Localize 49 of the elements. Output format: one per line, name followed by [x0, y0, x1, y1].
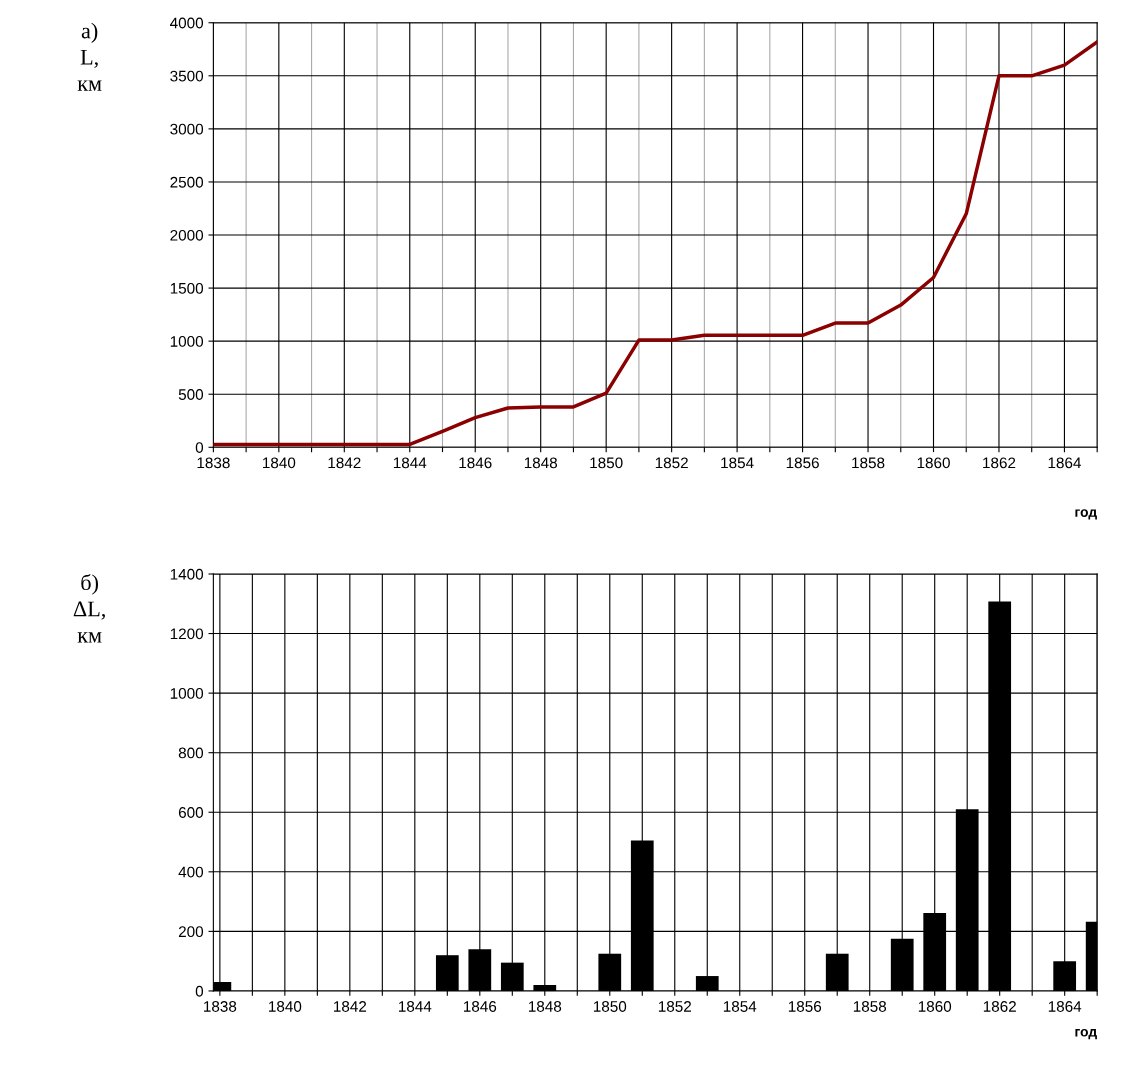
- y-tick-label: 2000: [170, 229, 204, 241]
- y-tick-label: 2500: [170, 176, 204, 188]
- x-tick-label: 1838: [197, 457, 230, 469]
- x-tick-label: 1862: [983, 457, 1016, 469]
- x-tick-label: 1844: [393, 457, 427, 469]
- y-axis-title: б) ΔL, км: [73, 573, 105, 643]
- x-tick-label: 1862: [983, 1001, 1016, 1012]
- x-tick-label: 1844: [399, 1001, 432, 1012]
- x-tick-label: 1852: [655, 457, 688, 469]
- x-tick-label: 1848: [528, 1001, 562, 1012]
- x-tick-label: 1856: [788, 1001, 822, 1012]
- x-tick-label: 1848: [524, 457, 558, 469]
- x-axis-title: год: [1075, 1028, 1097, 1040]
- x-axis-title: год: [1075, 509, 1097, 520]
- x-tick-label: 1860: [918, 1001, 952, 1012]
- y-tick-label: 3500: [170, 70, 204, 82]
- y-tick-label: 500: [178, 389, 204, 400]
- y-tick-label: 0: [195, 442, 204, 453]
- x-tick-label: 1842: [334, 1001, 367, 1012]
- y-tick-label: 1200: [170, 628, 204, 640]
- y-axis-title: а) L, км: [77, 22, 102, 91]
- x-tick-label: 1860: [917, 457, 950, 469]
- y-tick-label: 1000: [170, 336, 204, 347]
- y-tick-label: 1000: [170, 687, 204, 699]
- x-tick-label: 1838: [204, 1001, 237, 1012]
- y-tick-label: 1500: [170, 282, 204, 294]
- x-tick-label: 1850: [590, 457, 623, 469]
- x-tick-label: 1864: [1048, 457, 1081, 469]
- x-tick-label: 1846: [463, 1001, 497, 1012]
- y-tick-label: 0: [195, 985, 204, 997]
- x-tick-label: 1856: [786, 457, 819, 469]
- x-tick-label: 1852: [658, 1001, 691, 1012]
- x-tick-label: 1864: [1048, 1001, 1082, 1012]
- x-tick-label: 1858: [853, 1001, 887, 1012]
- y-tick-label: 400: [178, 866, 204, 878]
- y-tick-label: 3000: [170, 123, 204, 135]
- y-tick-label: 800: [178, 747, 204, 759]
- x-tick-label: 1858: [852, 457, 885, 469]
- y-tick-label: 4000: [170, 17, 204, 29]
- x-tick-label: 1846: [459, 457, 492, 469]
- x-tick-label: 1854: [723, 1001, 757, 1012]
- x-tick-label: 1850: [593, 1001, 627, 1012]
- x-tick-label: 1840: [269, 1001, 302, 1012]
- y-tick-label: 200: [178, 926, 204, 938]
- x-tick-label: 1842: [328, 457, 361, 469]
- y-tick-label: 600: [178, 807, 204, 818]
- x-tick-label: 1854: [721, 457, 754, 469]
- y-tick-label: 1400: [170, 568, 204, 580]
- x-tick-label: 1840: [263, 457, 296, 469]
